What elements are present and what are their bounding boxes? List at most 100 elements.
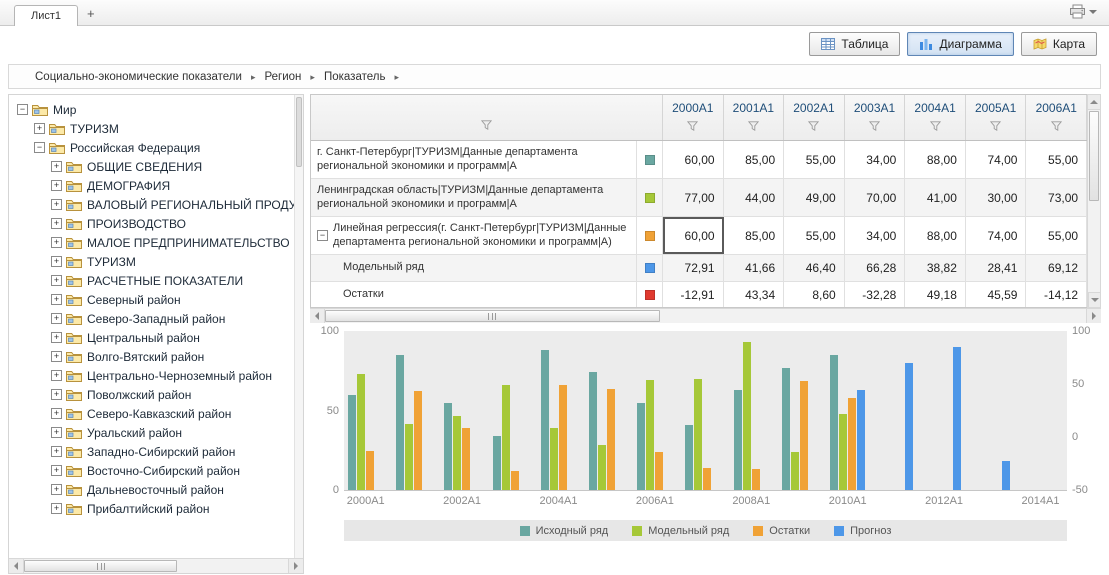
funnel-icon[interactable] — [747, 120, 760, 134]
add-sheet-button[interactable]: + — [87, 6, 95, 21]
value-cell[interactable]: 69,12 — [1026, 255, 1087, 281]
tree-item[interactable]: + Волго-Вятский район — [9, 347, 303, 366]
tree-item[interactable]: + Поволжский район — [9, 385, 303, 404]
legend-item[interactable]: Прогноз — [834, 525, 891, 537]
tree-hscrollbar[interactable] — [9, 558, 303, 573]
value-cell[interactable]: 55,00 — [1026, 141, 1087, 178]
tree-item[interactable]: + Северо-Западный район — [9, 309, 303, 328]
expand-icon[interactable]: + — [51, 237, 62, 248]
value-cell[interactable]: 74,00 — [966, 141, 1027, 178]
column-header-2005A1[interactable]: 2005A1 — [966, 95, 1027, 140]
breadcrumb-item[interactable]: Социально-экономические показатели — [35, 70, 242, 83]
value-cell[interactable]: 77,00 — [663, 179, 724, 216]
value-cell[interactable]: 74,00 — [966, 217, 1027, 254]
value-cell[interactable]: 38,82 — [905, 255, 966, 281]
tree-item[interactable]: + Западно-Сибирский район — [9, 442, 303, 461]
scroll-thumb[interactable] — [296, 97, 302, 167]
collapse-icon[interactable]: − — [17, 104, 28, 115]
value-cell[interactable]: 49,18 — [905, 282, 966, 307]
row-header[interactable]: г. Санкт-Петербург|ТУРИЗМ|Данные департа… — [311, 141, 637, 178]
scroll-thumb[interactable] — [24, 560, 178, 572]
toolbar-button-table[interactable]: Таблица — [809, 32, 901, 56]
column-header-2003A1[interactable]: 2003A1 — [845, 95, 906, 140]
toolbar-button-map[interactable]: Карта — [1020, 32, 1097, 56]
tree-item[interactable]: + Центрально-Черноземный район — [9, 366, 303, 385]
value-cell[interactable]: 55,00 — [784, 141, 845, 178]
expand-icon[interactable]: + — [51, 351, 62, 362]
funnel-icon[interactable] — [480, 119, 493, 133]
value-cell[interactable]: 72,91 — [663, 255, 724, 281]
expand-icon[interactable]: + — [51, 446, 62, 457]
expand-icon[interactable]: + — [51, 218, 62, 229]
value-cell[interactable]: 85,00 — [724, 141, 785, 178]
expand-icon[interactable]: + — [51, 427, 62, 438]
value-cell[interactable]: 44,00 — [724, 179, 785, 216]
tree-item[interactable]: + Северо-Кавказский район — [9, 404, 303, 423]
expand-icon[interactable]: + — [51, 408, 62, 419]
table-vscrollbar[interactable] — [1087, 94, 1101, 308]
legend-item[interactable]: Исходный ряд — [519, 525, 608, 537]
value-cell[interactable]: 73,00 — [1026, 179, 1087, 216]
expand-icon[interactable]: + — [51, 161, 62, 172]
value-cell[interactable]: -32,28 — [845, 282, 906, 307]
scroll-right-button[interactable] — [1086, 309, 1101, 323]
expand-icon[interactable]: + — [51, 484, 62, 495]
expand-icon[interactable]: + — [51, 199, 62, 210]
funnel-icon[interactable] — [929, 120, 941, 134]
expand-icon[interactable]: + — [51, 256, 62, 267]
value-cell[interactable]: 43,34 — [724, 282, 785, 307]
row-header[interactable]: Модельный ряд — [311, 255, 637, 281]
tree-item[interactable]: + Северный район — [9, 290, 303, 309]
value-cell[interactable]: 28,41 — [966, 255, 1027, 281]
tree-item[interactable]: + ДЕМОГРАФИЯ — [9, 176, 303, 195]
value-cell[interactable]: 34,00 — [845, 217, 906, 254]
scroll-track[interactable] — [325, 309, 1086, 323]
tree-item[interactable]: + МАЛОЕ ПРЕДПРИНИМАТЕЛЬСТВО — [9, 233, 303, 252]
tree-item[interactable]: + ВАЛОВЫЙ РЕГИОНАЛЬНЫЙ ПРОДУКТ — [9, 195, 303, 214]
value-cell[interactable]: -14,12 — [1026, 282, 1087, 307]
scroll-track[interactable] — [24, 559, 288, 573]
funnel-icon[interactable] — [687, 120, 699, 134]
expand-icon[interactable]: + — [51, 275, 62, 286]
scroll-track[interactable] — [1088, 110, 1100, 292]
value-cell[interactable]: 41,00 — [905, 179, 966, 216]
column-header-2006A1[interactable]: 2006A1 — [1026, 95, 1087, 140]
expand-icon[interactable]: + — [51, 503, 62, 514]
scroll-right-button[interactable] — [288, 559, 303, 573]
funnel-icon[interactable] — [989, 120, 1002, 134]
rows-header-cell[interactable] — [311, 95, 663, 140]
tree-item[interactable]: + Уральский район — [9, 423, 303, 442]
expand-icon[interactable]: + — [51, 370, 62, 381]
tree-vscrollbar[interactable] — [294, 95, 303, 558]
column-header-2000A1[interactable]: 2000A1 — [663, 95, 724, 140]
value-cell[interactable]: 60,00 — [663, 141, 724, 178]
value-cell[interactable]: 85,00 — [724, 217, 785, 254]
tree-item[interactable]: + Центральный район — [9, 328, 303, 347]
tree-item[interactable]: − Мир — [9, 100, 303, 119]
value-cell[interactable]: 30,00 — [966, 179, 1027, 216]
breadcrumb-item[interactable]: Показатель — [323, 70, 386, 83]
table-hscrollbar[interactable] — [310, 308, 1101, 323]
tree-item[interactable]: + Прибалтийский район — [9, 499, 303, 518]
column-header-2001A1[interactable]: 2001A1 — [724, 95, 785, 140]
value-cell[interactable]: 41,66 — [724, 255, 785, 281]
expand-icon[interactable]: + — [51, 332, 62, 343]
tree-item[interactable]: + Дальневосточный район — [9, 480, 303, 499]
row-header[interactable]: − Линейная регрессия(г. Санкт-Петербург|Т… — [311, 217, 637, 254]
expand-icon[interactable]: + — [51, 180, 62, 191]
scroll-up-button[interactable] — [1088, 95, 1100, 110]
value-cell[interactable]: 55,00 — [1026, 217, 1087, 254]
funnel-icon[interactable] — [868, 120, 881, 134]
scroll-left-button[interactable] — [9, 559, 24, 573]
expand-icon[interactable]: + — [51, 294, 62, 305]
scroll-left-button[interactable] — [310, 309, 325, 323]
expand-icon[interactable]: + — [51, 389, 62, 400]
sheet-tab-list1[interactable]: Лист1 — [14, 5, 79, 26]
value-cell[interactable]: 55,00 — [784, 217, 845, 254]
row-header[interactable]: Ленинградская область|ТУРИЗМ|Данные депа… — [311, 179, 637, 216]
tree-item[interactable]: − Российская Федерация — [9, 138, 303, 157]
scroll-thumb[interactable] — [325, 310, 660, 322]
value-cell[interactable]: 88,00 — [905, 217, 966, 254]
tree-item[interactable]: + ОБЩИЕ СВЕДЕНИЯ — [9, 157, 303, 176]
expand-icon[interactable]: + — [34, 123, 45, 134]
